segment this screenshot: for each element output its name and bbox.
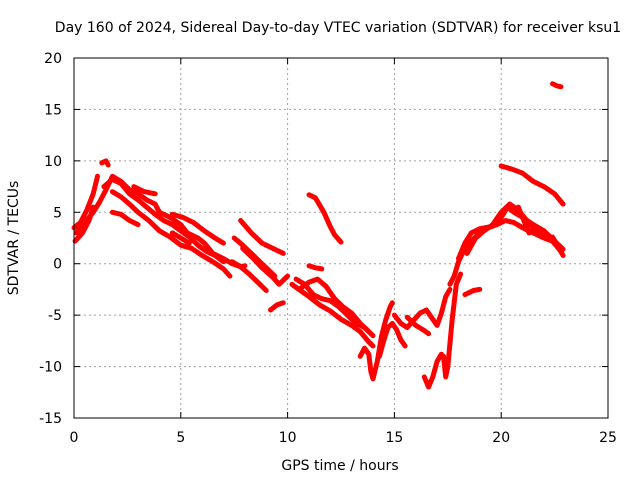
series-track-14	[229, 259, 269, 293]
x-tick-label: 15	[385, 430, 403, 446]
series-track-25	[421, 351, 444, 390]
series-track-20	[306, 263, 325, 272]
series-track-24	[404, 314, 432, 337]
y-tick-label: -10	[39, 360, 62, 376]
series-track-6	[109, 189, 233, 279]
y-tick-label: -15	[39, 411, 62, 427]
y-tick-label: 15	[44, 102, 62, 118]
series-track-10	[169, 230, 192, 246]
x-tick-label: 10	[279, 430, 297, 446]
x-axis-label: GPS time / hours	[281, 458, 398, 474]
series-track-4	[99, 158, 111, 168]
x-tick-labels: 0 5 10 15 20 25	[70, 430, 617, 446]
y-axis-label: SDTVAR / TECUs	[6, 181, 22, 296]
chart-title: Day 160 of 2024, Sidereal Day-to-day VTE…	[55, 20, 621, 36]
x-tick-label: 20	[492, 430, 510, 446]
y-tick-label: 20	[44, 51, 62, 67]
series-track-21	[357, 300, 395, 382]
series-track-32	[515, 204, 532, 236]
x-tick-label: 25	[599, 430, 617, 446]
series-track-3	[73, 173, 248, 270]
series-track-9	[169, 211, 226, 246]
series-track-16	[289, 281, 376, 349]
y-tick-labels: 20 15 10 5 0 -5 -10 -15	[39, 51, 62, 427]
series-track-7	[109, 209, 141, 228]
series-track-18	[297, 276, 372, 335]
series-track-12	[238, 218, 286, 256]
series-track-23	[391, 286, 453, 330]
x-tick-label: 5	[176, 430, 185, 446]
x-tick-label: 0	[70, 430, 79, 446]
series-track-28	[456, 204, 566, 262]
series-track-13	[240, 245, 291, 287]
axis-ticks	[73, 57, 609, 419]
series-track-33	[550, 81, 564, 90]
data-series-layer	[71, 81, 566, 390]
y-tick-label: 10	[44, 154, 62, 170]
series-track-8	[131, 184, 158, 197]
plot-frame	[73, 57, 609, 419]
y-tick-label: 0	[53, 257, 62, 273]
series-track-1	[71, 173, 100, 231]
series-track-31	[498, 163, 566, 207]
series-track-22	[376, 320, 408, 359]
series-track-29	[462, 286, 483, 298]
y-tick-label: -5	[48, 308, 62, 324]
series-track-26	[441, 271, 464, 380]
series-track-15	[268, 300, 286, 313]
y-tick-label: 5	[53, 205, 62, 221]
series-track-5	[101, 176, 226, 265]
grid-lines	[74, 58, 608, 418]
series-track-19	[306, 192, 344, 245]
series-track-30	[464, 201, 566, 258]
